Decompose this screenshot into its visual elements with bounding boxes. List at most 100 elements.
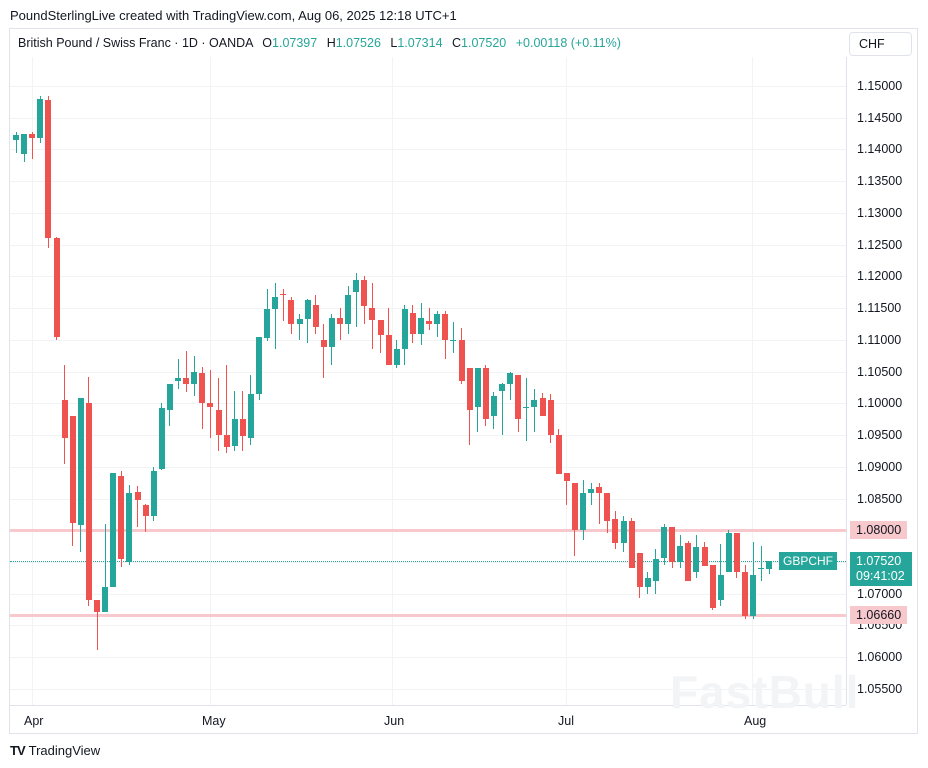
grid-line [10,308,846,310]
candle-body [661,527,667,559]
level-price-label: 1.08000 [850,521,908,540]
price-tick: 1.09000 [857,459,903,474]
time-axis[interactable]: Apr May Jun Jul Aug [10,705,846,734]
grid-line [10,149,846,151]
candle-body [539,398,546,417]
candle-body [37,98,44,139]
candle-wick [177,358,179,390]
candle-wick [380,319,381,353]
candle-body [94,600,100,612]
time-tick: Jun [384,714,405,728]
price-axis[interactable]: 1.15000 1.14500 1.14000 1.13500 1.13000 1.125… [846,57,918,705]
brand-label: TradingView [28,743,101,758]
high-value: 1.07526 [335,36,381,50]
symbol-label: GBPCHF [779,551,838,570]
candle-body [717,574,724,601]
candle-body [418,317,424,334]
currency-button[interactable]: CHF [849,32,912,56]
price-tick: 1.10000 [857,396,903,411]
candle-body [77,398,84,526]
candle-body [555,435,562,475]
candle-body [150,471,157,517]
candle-body [345,295,352,324]
candle-body [466,368,473,410]
candle-body [328,317,335,348]
candle-body [353,279,360,293]
candle-body [596,487,603,494]
candle-body [53,238,60,337]
time-tick: Aug [744,714,767,728]
instrument-title[interactable]: British Pound / Swiss Franc · 1D · OANDA [18,36,253,50]
candle-body [434,314,441,324]
candle-body [280,293,287,296]
candle-body [620,520,627,543]
grid-line [566,57,567,705]
price-tick: 1.11000 [857,332,902,347]
chart-credit: PoundSterlingLive created with TradingVi… [10,8,457,23]
candle-wick [590,482,592,505]
tradingview-brand[interactable]: TV TradingView [10,743,100,758]
candle-body [563,473,570,481]
candle-body [21,134,28,154]
candle-body [385,334,392,366]
candle-body [636,552,643,588]
grid-line [10,562,846,564]
price-tick: 1.07000 [857,586,903,601]
candle-body [588,489,595,494]
candle-wick [226,365,228,453]
candle-body [102,587,109,612]
candle-body [507,372,514,385]
candle-body [288,299,295,324]
grid-line [32,57,33,705]
grid-line [10,625,846,627]
horizontal-level-line[interactable] [10,614,846,618]
candle-wick [355,273,357,328]
price-tick: 1.10500 [857,364,903,379]
grid-line [752,57,753,705]
candle-body [709,565,716,608]
candle-body [693,547,700,572]
change-value: +0.00118 (+0.11%) [515,36,621,50]
candle-body [742,571,748,616]
candle-body [758,568,765,570]
price-tick: 1.15000 [857,79,903,93]
candle-body [409,312,416,334]
grid-line [10,498,846,500]
low-value: 1.07314 [397,36,443,50]
tradingview-logo-icon: TV [10,743,26,758]
grid-line [10,181,846,183]
candle-body [401,309,408,350]
candle-body [45,99,52,239]
candle-body [685,542,692,582]
candle-wick [436,311,438,337]
candle-body [458,339,465,382]
low-label: L [390,36,398,50]
grid-line [10,339,846,341]
grid-line [10,117,846,119]
symbol-legend: British Pound / Swiss Franc · 1D · OANDA… [18,36,621,50]
candle-body [652,558,659,582]
candle-body [158,407,165,470]
watermark: FastBull [670,666,860,718]
candle-body [215,409,222,436]
candle-wick [15,131,17,153]
time-tick: Apr [24,714,44,728]
chart-plot-area[interactable] [10,57,846,705]
candle-body [369,308,376,320]
candle-body [337,317,343,324]
candle-body [320,339,327,348]
candle-body [223,435,230,447]
candle-wick [533,389,535,432]
price-tick: 1.12500 [857,237,903,252]
time-tick: Jul [558,714,574,728]
candle-body [13,134,19,140]
candle-body [377,319,384,335]
candle-body [85,403,92,601]
candle-body [361,279,368,307]
candle-body [450,339,457,341]
candle-body [126,493,133,563]
candle-wick [104,523,106,612]
horizontal-level-line[interactable] [10,529,846,533]
candle-wick [145,503,147,532]
open-label: O [262,36,273,50]
